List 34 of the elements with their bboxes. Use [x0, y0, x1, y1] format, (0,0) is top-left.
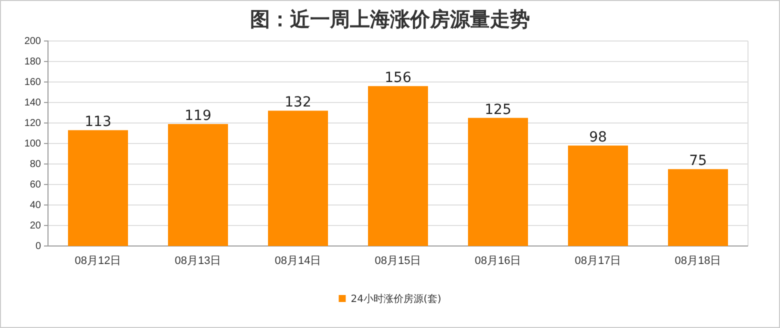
bar [168, 124, 228, 246]
y-tick-label: 0 [35, 241, 42, 252]
chart-title: 图：近一周上海涨价房源量走势 [250, 7, 530, 31]
y-tick-label: 120 [24, 118, 42, 130]
bar [468, 118, 528, 246]
x-tick-label: 08月14日 [274, 254, 322, 267]
y-tick-label: 180 [24, 56, 42, 68]
data-label: 98 [589, 130, 607, 146]
y-tick-label: 200 [24, 36, 42, 48]
x-tick-label: 08月12日 [74, 254, 122, 267]
x-tick-label: 08月15日 [374, 254, 422, 267]
x-tick-label: 08月13日 [174, 254, 222, 267]
data-label: 113 [84, 114, 112, 130]
data-label: 75 [689, 153, 707, 170]
bar [568, 146, 628, 246]
y-tick-label: 140 [24, 98, 42, 109]
x-tick-label: 08月16日 [474, 254, 522, 267]
bar [268, 110, 328, 246]
y-tick-label: 80 [30, 159, 42, 170]
data-label: 125 [484, 102, 512, 118]
bar [368, 86, 428, 246]
y-tick-label: 60 [30, 180, 42, 191]
bar [68, 130, 128, 246]
y-tick-label: 20 [30, 220, 42, 232]
y-tick-label: 100 [24, 138, 42, 150]
data-label: 156 [384, 70, 412, 86]
data-label: 132 [284, 94, 312, 111]
x-tick-label: 08月17日 [574, 254, 622, 267]
y-tick-label: 40 [30, 200, 42, 212]
bar [668, 169, 728, 246]
x-tick-label: 08月18日 [674, 254, 722, 267]
legend-label: 24小时涨价房源(套) [350, 293, 442, 305]
data-label: 119 [184, 108, 212, 124]
y-tick-label: 160 [24, 77, 42, 88]
